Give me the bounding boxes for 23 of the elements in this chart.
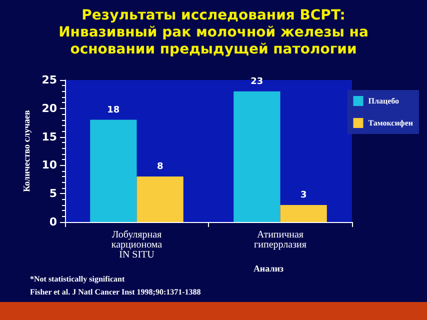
bar bbox=[90, 120, 137, 222]
text: *Not statistically significant bbox=[30, 274, 125, 284]
bar bbox=[234, 91, 280, 222]
y-tick-label: 25 bbox=[42, 74, 57, 86]
y-tick-label: 20 bbox=[42, 102, 58, 115]
legend-label: Плацебо bbox=[368, 96, 400, 106]
x-axis-title: Анализ bbox=[253, 264, 284, 274]
y-tick-label: 0 bbox=[49, 216, 58, 228]
chart-title: Результаты исследования BCPT: Инвазивный рак молочной железы на основании предыдущей патологии bbox=[58, 8, 368, 58]
data-label: 3 bbox=[300, 190, 307, 200]
data-label: 23 bbox=[250, 76, 264, 87]
data-label: 18 bbox=[107, 105, 120, 116]
y-axis-title: Количество случаев bbox=[21, 110, 32, 192]
x-tick-label: Лобулярная карционома IN SITU bbox=[111, 230, 163, 260]
bar bbox=[280, 204, 327, 222]
y-tick-label: 15 bbox=[42, 130, 57, 144]
bar bbox=[136, 176, 184, 222]
y-tick-label: 5 bbox=[49, 187, 57, 200]
text: Fisher et al. J Natl Cancer Inst 1998;90:1371-1388 bbox=[30, 288, 201, 296]
data-label: 8 bbox=[156, 162, 164, 172]
x-tick-label: Атипичная гиперрлазия bbox=[254, 230, 307, 250]
y-tick-label: 10 bbox=[42, 158, 58, 172]
legend-label: Тамоксифен bbox=[368, 118, 414, 128]
